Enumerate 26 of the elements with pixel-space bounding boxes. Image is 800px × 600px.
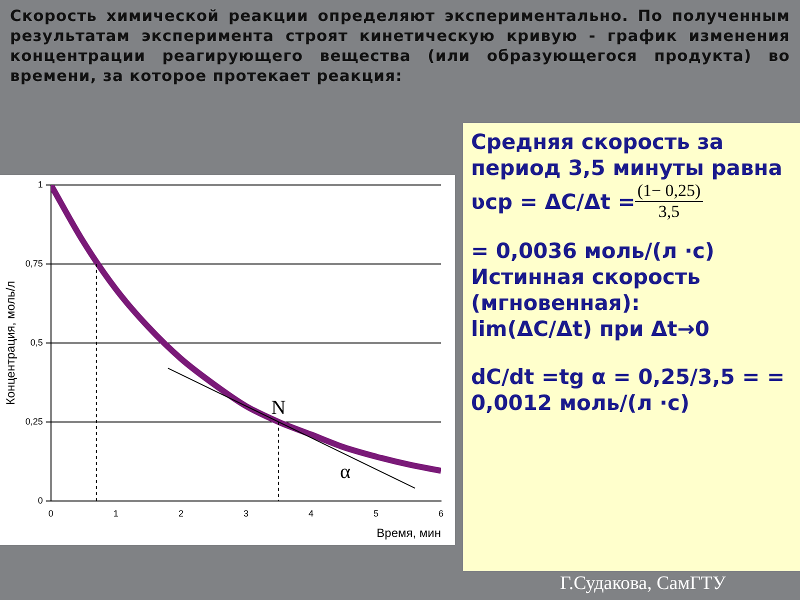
- text: dC/dt =tg α = 0,25/3,5 = = 0,0012 моль/(л ⋅с): [471, 364, 786, 416]
- annotation: N: [271, 397, 286, 420]
- text: lim(ΔC/Δt) при Δt→0: [471, 316, 710, 342]
- x-tick-label: 0: [48, 508, 54, 519]
- x-tick-label: 1: [113, 508, 118, 519]
- y-tick-label: 1: [38, 179, 43, 190]
- text: Истинная скорость (мгновенная):: [471, 264, 702, 316]
- x-tick-label: 4: [308, 508, 314, 519]
- x-tick-label: 2: [178, 508, 184, 519]
- text: = 0,0036 моль/(л ⋅с): [471, 238, 716, 264]
- text: 3,5: [658, 202, 680, 222]
- y-tick-label: 0: [38, 495, 43, 506]
- y-tick-label: 0,5: [30, 337, 43, 348]
- y-tick-label: 0,25: [25, 416, 43, 426]
- x-tick-label: 6: [438, 508, 444, 519]
- chart-title: Скорость химической реакции определяют экспериментально. По полученным результатам эксперимента строят кинетическую кривую - график изменения концентрации реагирующего вещества (или образующегося продукта) во времени, за которое протекает реакция:: [10, 6, 790, 86]
- annotation: α: [340, 461, 350, 484]
- x-tick-label: 3: [243, 508, 248, 519]
- x-tick-label: 5: [373, 508, 378, 519]
- text: Г.Судакова, СамГТУ: [560, 573, 726, 595]
- y-axis-title: Концентрация, моль/л: [4, 280, 18, 405]
- y-tick-label: 0,75: [25, 258, 43, 268]
- text: ʋcp = ΔC/Δt =: [471, 188, 636, 214]
- text: (1− 0,25): [635, 181, 703, 202]
- text: Средняя скорость за период 3,5 минуты равна: [471, 129, 784, 181]
- x-axis-title: Время, мин: [376, 526, 441, 540]
